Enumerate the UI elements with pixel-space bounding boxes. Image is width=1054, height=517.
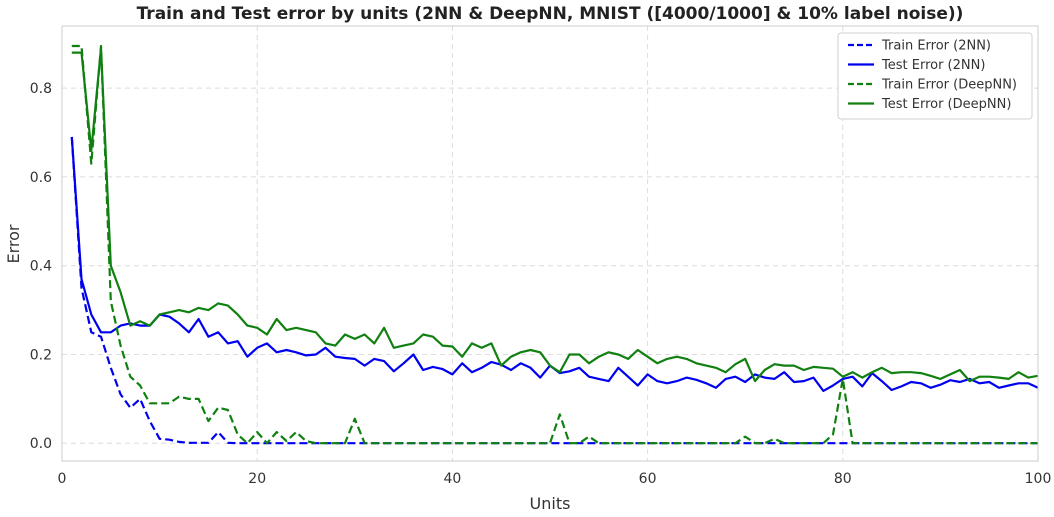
legend: Train Error (2NN) Test Error (2NN) Train E… [837, 32, 1033, 120]
series-line-1 [70, 136, 1038, 445]
y-axis-label: Error [4, 224, 23, 263]
x-tick-label: 20 [248, 471, 266, 487]
series-line-3 [71, 44, 1038, 445]
y-tick-label: 0.8 [30, 81, 52, 97]
x-tick-label: 60 [639, 471, 657, 487]
legend-box [837, 32, 1033, 120]
x-tick-label: 100 [1025, 471, 1052, 487]
y-tick-label: 0.0 [30, 436, 52, 452]
x-tick-label: 0 [58, 471, 67, 487]
x-axis-label: Units [530, 494, 571, 513]
y-tick-label: 0.6 [30, 170, 52, 186]
legend-label: Test Error (2NN) [881, 58, 985, 73]
x-tick-label: 80 [834, 471, 852, 487]
legend-label: Train Error (DeepNN) [881, 78, 1017, 93]
legend-label: Train Error (2NN) [881, 39, 991, 54]
plot-area [70, 44, 1039, 445]
chart-title: Train and Test error by units (2NN & Dee… [137, 4, 964, 24]
series-line-2 [70, 136, 1039, 392]
series-line-4 [71, 47, 1039, 383]
y-tick-label: 0.2 [30, 347, 52, 363]
y-tick-label: 0.4 [30, 259, 52, 275]
x-tick-label: 40 [443, 471, 461, 487]
legend-label: Test Error (DeepNN) [881, 97, 1011, 112]
plot-frame [61, 25, 1039, 462]
axis-ticks: 0 20 40 60 80 100 0.0 0.2 0.4 0.6 0.8 [30, 81, 1052, 487]
